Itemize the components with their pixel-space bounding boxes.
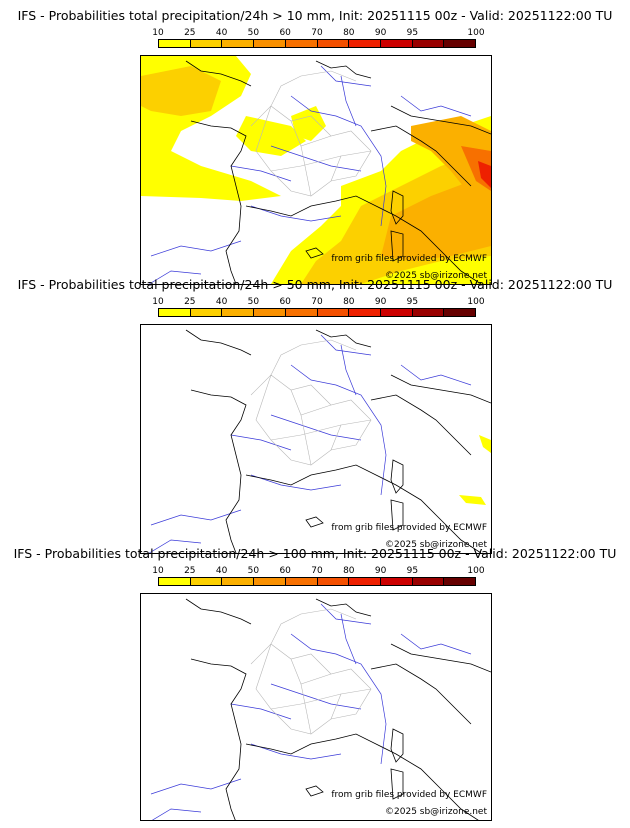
colorbar-swatch [412,578,445,585]
colorbar-tick-label: 70 [311,566,323,576]
colorbar-tick-label: 60 [279,566,291,576]
map-canvas [150,598,491,820]
colorbar-tick-label: 100 [467,297,485,307]
colorbar-swatch [159,40,191,47]
map-50mm: from grib files provided by ECMWF ©2025 … [140,324,492,554]
colorbar-swatch [190,578,223,585]
colorbar-tick-label: 95 [406,566,419,576]
admin-boundaries [250,339,372,466]
colorbar-swatch [285,40,318,47]
map-10mm: from grib files provided by ECMWF ©2025 … [140,55,492,285]
colorbar-tick-label: 40 [215,566,228,576]
colorbar-swatch [254,40,286,47]
colorbar-tick-label: 80 [343,297,355,307]
colorbar-tick-label: 80 [343,28,355,38]
colorbar-swatch [285,578,318,585]
colorbar-tick-label: 50 [247,297,260,307]
colorbar-tick-label: 25 [184,566,196,576]
source-credit: from grib files provided by ECMWF [331,254,487,264]
colorbar-tick-label: 60 [279,297,291,307]
colorbar-tick-label: 90 [374,28,387,38]
source-credit: from grib files provided by ECMWF [331,523,487,533]
colorbar: 10 25 40 50 60 70 80 90 95 100 [152,297,485,318]
coastlines [185,329,491,553]
colorbar-swatches [158,577,476,586]
colorbar-swatch [349,309,381,316]
colorbar: 10 25 40 50 60 70 80 90 95 100 [152,566,485,587]
colorbar-swatch [222,40,255,47]
panel-title: IFS - Probabilities total precipitation/… [13,546,617,561]
colorbar-swatch [444,309,476,316]
colorbar-tick-label: 25 [184,28,196,38]
panel-title: IFS - Probabilities total precipitation/… [17,8,613,23]
colorbar-swatch [285,309,318,316]
probability-shading [459,435,491,505]
colorbar-tick-label: 95 [406,297,419,307]
colorbar-swatch [412,40,445,47]
colorbar-swatch [317,309,350,316]
colorbar-swatch [222,309,255,316]
colorbar-swatch [317,578,350,585]
colorbar-tick-label: 50 [247,566,260,576]
admin-boundaries [250,608,372,735]
colorbar-tick-label: 40 [215,297,228,307]
copyright-credit: ©2025 sb@irizone.net [385,271,487,281]
colorbar-swatches [158,308,476,317]
colorbar-tick-label: 10 [152,28,164,38]
colorbar-swatch [317,40,350,47]
colorbar-tick-label: 10 [152,297,164,307]
colorbar-tick-label: 50 [247,28,260,38]
colorbar-swatch [380,309,413,316]
map-100mm: from grib files provided by ECMWF ©2025 … [140,593,492,821]
colorbar-tick-label: 25 [184,297,196,307]
colorbar-tick-label: 40 [215,28,228,38]
colorbar-tick-label: 60 [279,28,291,38]
colorbar-swatch [159,578,191,585]
colorbar-swatch [380,40,413,47]
copyright-credit: ©2025 sb@irizone.net [385,540,487,550]
colorbar-tick-label: 70 [311,297,323,307]
colorbar-tick-label: 90 [374,297,387,307]
rivers [150,603,472,820]
colorbar-swatch [349,578,381,585]
colorbar-swatch [412,309,445,316]
copyright-credit: ©2025 sb@irizone.net [385,807,487,817]
colorbar-swatch [222,578,255,585]
colorbar-swatch [159,309,191,316]
colorbar: 10 25 40 50 60 70 80 90 95 100 [152,28,485,49]
colorbar-tick-label: 100 [467,28,485,38]
panel-10mm: IFS - Probabilities total precipitation/… [0,8,630,285]
colorbar-swatches [158,39,476,48]
panel-50mm: IFS - Probabilities total precipitation/… [0,277,630,554]
panel-100mm: IFS - Probabilities total precipitation/… [0,546,630,821]
colorbar-tick-label: 10 [152,566,164,576]
colorbar-tick-label: 80 [343,566,355,576]
colorbar-swatch [190,309,223,316]
colorbar-swatch [444,40,476,47]
coastlines [185,60,491,284]
colorbar-swatch [349,40,381,47]
colorbar-swatch [444,578,476,585]
admin-boundaries [250,70,372,197]
map-canvas [148,329,491,553]
colorbar-tick-label: 70 [311,28,323,38]
probability-shading [141,56,491,284]
colorbar-tick-label: 95 [406,28,419,38]
panel-title: IFS - Probabilities total precipitation/… [17,277,613,292]
colorbar-swatch [380,578,413,585]
colorbar-swatch [254,309,286,316]
colorbar-tick-label: 90 [374,566,387,576]
source-credit: from grib files provided by ECMWF [331,790,487,800]
rivers [148,65,472,284]
rivers [148,334,472,553]
map-canvas [141,56,491,284]
colorbar-tick-label: 100 [467,566,485,576]
colorbar-swatch [190,40,223,47]
coastlines [185,598,491,820]
colorbar-swatch [254,578,286,585]
